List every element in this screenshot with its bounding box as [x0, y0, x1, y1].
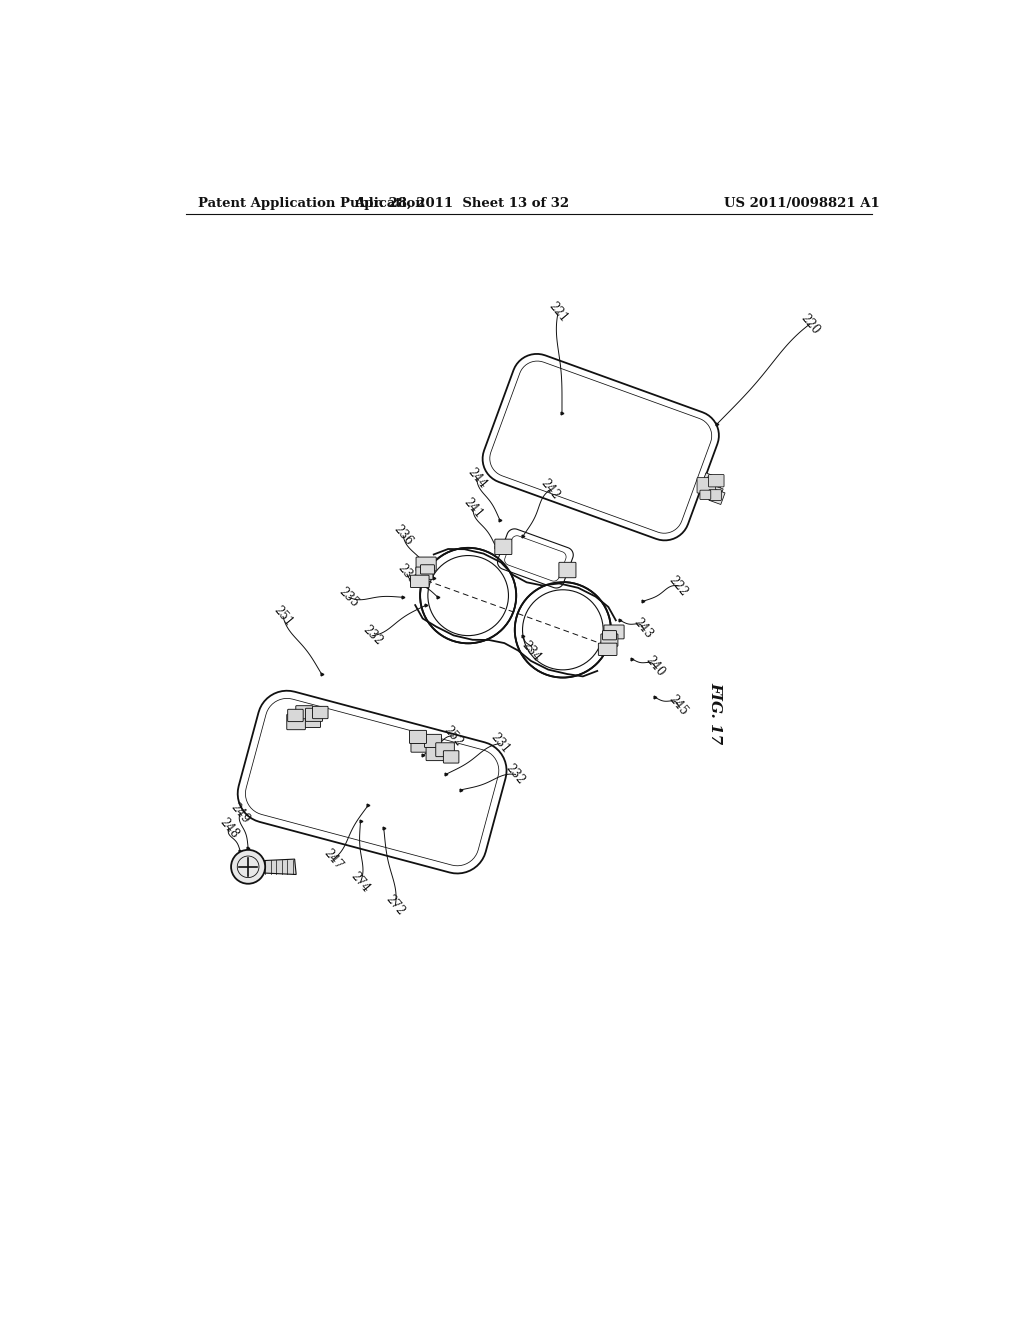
- Text: 222: 222: [667, 573, 690, 598]
- Text: 242: 242: [539, 477, 562, 502]
- Text: 231: 231: [487, 731, 512, 756]
- FancyBboxPatch shape: [700, 490, 711, 499]
- FancyBboxPatch shape: [709, 490, 721, 500]
- Text: 247: 247: [322, 846, 345, 871]
- FancyBboxPatch shape: [697, 478, 716, 494]
- Polygon shape: [498, 529, 573, 587]
- FancyBboxPatch shape: [709, 475, 724, 487]
- FancyBboxPatch shape: [312, 706, 328, 718]
- Bar: [701, 473, 718, 488]
- Text: 244: 244: [465, 465, 488, 491]
- FancyBboxPatch shape: [598, 643, 616, 656]
- Text: US 2011/0098821 A1: US 2011/0098821 A1: [724, 197, 880, 210]
- FancyBboxPatch shape: [411, 735, 434, 752]
- Bar: [710, 488, 725, 504]
- Text: 252: 252: [441, 723, 466, 748]
- Text: Apr. 28, 2011  Sheet 13 of 32: Apr. 28, 2011 Sheet 13 of 32: [353, 197, 568, 210]
- FancyBboxPatch shape: [559, 562, 575, 578]
- FancyBboxPatch shape: [288, 709, 303, 722]
- FancyBboxPatch shape: [297, 710, 321, 727]
- Bar: [706, 480, 721, 496]
- FancyBboxPatch shape: [416, 557, 436, 572]
- FancyBboxPatch shape: [411, 576, 429, 587]
- Polygon shape: [482, 354, 719, 540]
- Text: 232: 232: [359, 623, 385, 648]
- Text: 251: 251: [271, 603, 295, 630]
- FancyBboxPatch shape: [410, 730, 427, 743]
- Text: 243: 243: [631, 615, 655, 640]
- FancyBboxPatch shape: [287, 714, 305, 730]
- Bar: [703, 477, 720, 492]
- Text: 220: 220: [798, 312, 822, 337]
- Text: 235: 235: [336, 585, 361, 610]
- Polygon shape: [262, 859, 296, 874]
- Circle shape: [231, 850, 265, 884]
- Polygon shape: [238, 690, 507, 874]
- FancyBboxPatch shape: [436, 743, 455, 756]
- Text: 221: 221: [546, 300, 570, 325]
- FancyBboxPatch shape: [426, 746, 446, 760]
- FancyBboxPatch shape: [495, 539, 512, 554]
- FancyBboxPatch shape: [421, 565, 434, 574]
- Text: 240: 240: [643, 653, 668, 680]
- FancyBboxPatch shape: [416, 568, 433, 579]
- Text: FIG. 17: FIG. 17: [709, 682, 723, 744]
- Text: 241: 241: [461, 496, 485, 521]
- Text: 233: 233: [395, 561, 419, 587]
- FancyBboxPatch shape: [604, 624, 624, 639]
- Circle shape: [516, 583, 609, 676]
- Bar: [708, 484, 723, 500]
- Text: 249: 249: [228, 800, 253, 825]
- Text: 245: 245: [666, 693, 690, 718]
- FancyBboxPatch shape: [425, 734, 441, 747]
- Text: 232: 232: [504, 762, 527, 787]
- Text: 234: 234: [519, 639, 543, 664]
- Text: 248: 248: [217, 816, 241, 841]
- FancyBboxPatch shape: [305, 709, 323, 721]
- FancyBboxPatch shape: [601, 634, 617, 647]
- Circle shape: [422, 549, 515, 642]
- Text: 236: 236: [391, 523, 416, 548]
- FancyBboxPatch shape: [443, 751, 459, 763]
- Text: Patent Application Publication: Patent Application Publication: [198, 197, 425, 210]
- Text: 272: 272: [383, 892, 408, 917]
- FancyBboxPatch shape: [296, 706, 313, 719]
- Text: 274: 274: [348, 870, 373, 895]
- FancyBboxPatch shape: [602, 631, 616, 640]
